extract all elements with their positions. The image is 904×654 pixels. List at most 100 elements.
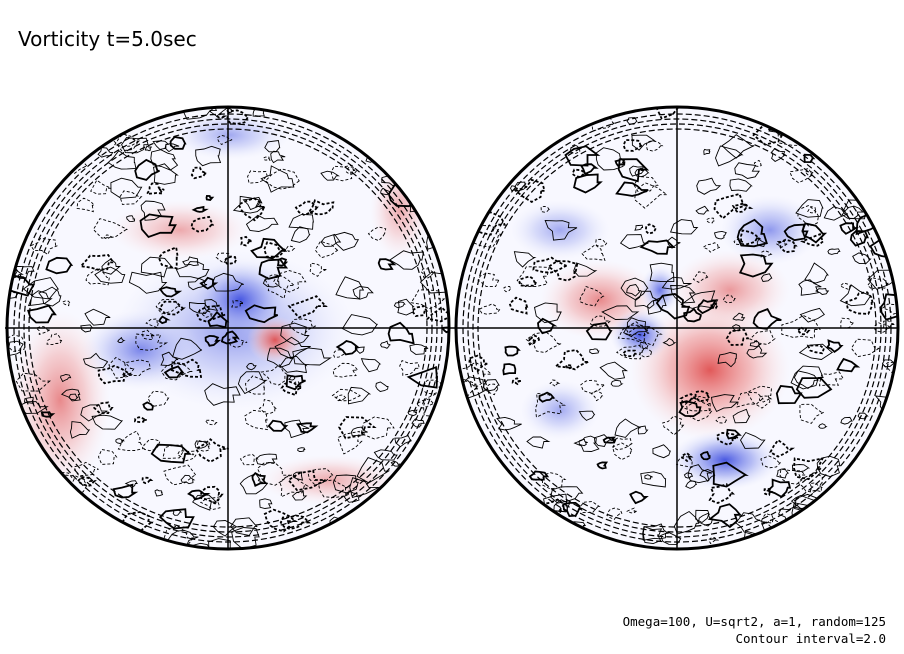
- contour: [578, 438, 588, 447]
- contour: [731, 202, 754, 214]
- contour: [485, 383, 499, 396]
- contour: [581, 244, 606, 261]
- contour: [530, 334, 541, 343]
- contour: [256, 462, 291, 486]
- contour: [194, 438, 229, 463]
- contour: [797, 204, 820, 227]
- contour: [292, 347, 332, 366]
- contour: [314, 240, 340, 259]
- contour: [394, 435, 412, 448]
- contour: [120, 511, 154, 534]
- contour: [662, 337, 677, 347]
- contour: [333, 231, 360, 251]
- contour: [579, 285, 605, 307]
- contour: [27, 304, 57, 324]
- contour: [231, 300, 246, 308]
- contour: [141, 476, 154, 485]
- contour: [134, 158, 160, 181]
- contour: [644, 474, 653, 480]
- contour: [565, 363, 574, 370]
- contour: [516, 266, 550, 287]
- contour: [611, 442, 634, 461]
- contour: [263, 274, 296, 300]
- contour: [7, 274, 36, 297]
- contour: [187, 489, 211, 501]
- contour: [675, 455, 693, 468]
- contour: [825, 339, 844, 353]
- contour: [816, 455, 841, 478]
- contour: [590, 390, 604, 402]
- contour: [207, 538, 232, 549]
- contour: [169, 136, 187, 150]
- contour: [715, 431, 741, 446]
- contour: [708, 483, 736, 504]
- contour: [320, 170, 340, 181]
- contour: [45, 256, 74, 275]
- contour: [287, 295, 328, 319]
- contour: [793, 457, 825, 481]
- contour: [736, 391, 764, 408]
- contour: [143, 438, 161, 452]
- contour: [228, 336, 248, 348]
- contour: [180, 474, 196, 485]
- contour: [615, 181, 649, 197]
- contour: [170, 358, 203, 378]
- contour: [645, 140, 664, 152]
- contour: [760, 273, 773, 282]
- contour: [695, 205, 710, 215]
- contour: [296, 422, 319, 434]
- contour: [694, 390, 711, 403]
- contour: [15, 372, 52, 392]
- contour: [503, 286, 512, 293]
- contour: [91, 414, 124, 430]
- contour: [660, 531, 682, 545]
- contour: [92, 401, 114, 415]
- contour: [242, 196, 263, 211]
- contour: [191, 205, 209, 213]
- contour: [335, 276, 365, 300]
- contour: [711, 302, 719, 310]
- contour: [393, 301, 406, 309]
- contour: [804, 170, 816, 176]
- contour: [800, 233, 826, 247]
- contour: [380, 187, 392, 196]
- contour: [139, 213, 177, 239]
- contour: [629, 165, 645, 177]
- contour: [76, 197, 96, 213]
- contour: [532, 256, 568, 274]
- contour: [375, 381, 389, 392]
- contour: [255, 453, 278, 466]
- contour: [196, 439, 212, 452]
- contour: [284, 419, 310, 439]
- contour: [827, 248, 841, 255]
- contour: [697, 299, 718, 315]
- contour: [569, 143, 582, 154]
- contour: [285, 245, 296, 252]
- contour: [263, 156, 271, 161]
- contour: [766, 478, 792, 498]
- contour: [818, 423, 828, 429]
- contour: [526, 436, 551, 449]
- contour: [760, 513, 775, 524]
- contour: [294, 381, 302, 388]
- contour: [544, 220, 578, 241]
- contour: [776, 468, 790, 479]
- contour: [739, 431, 766, 449]
- contour: [634, 224, 644, 231]
- contour: [593, 434, 614, 447]
- contour: [840, 416, 853, 425]
- contour: [175, 261, 210, 279]
- contour: [360, 358, 382, 373]
- contour: [595, 147, 625, 171]
- contour: [818, 371, 845, 387]
- contour: [128, 271, 168, 294]
- contour: [121, 137, 149, 154]
- contour: [696, 177, 722, 195]
- contour: [839, 222, 859, 235]
- contour: [264, 168, 300, 190]
- contour: [145, 182, 165, 195]
- contour: [114, 133, 141, 148]
- contour: [258, 399, 277, 415]
- contour: [94, 266, 126, 284]
- contour: [141, 329, 155, 341]
